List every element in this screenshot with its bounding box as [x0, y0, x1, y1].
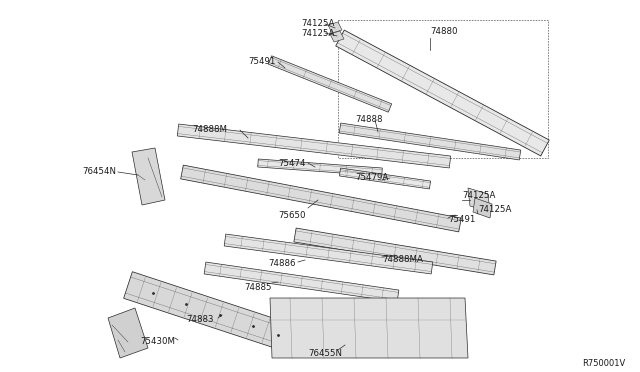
Polygon shape	[339, 123, 521, 160]
Text: 74888M: 74888M	[192, 125, 227, 135]
Text: 74883: 74883	[186, 315, 214, 324]
Text: 74888MA: 74888MA	[382, 256, 423, 264]
Polygon shape	[328, 22, 342, 33]
Text: 74125A: 74125A	[301, 29, 334, 38]
Text: R750001V: R750001V	[582, 359, 625, 369]
Text: 74125A: 74125A	[478, 205, 511, 215]
Text: 74125A: 74125A	[301, 19, 334, 29]
Text: 74888: 74888	[355, 115, 383, 125]
Polygon shape	[204, 262, 399, 302]
Text: 75474: 75474	[278, 158, 305, 167]
Text: 74880: 74880	[430, 28, 458, 36]
Polygon shape	[339, 168, 431, 189]
Polygon shape	[270, 298, 468, 358]
Text: 76454N: 76454N	[82, 167, 116, 176]
Polygon shape	[268, 56, 392, 112]
Polygon shape	[258, 159, 382, 176]
Polygon shape	[108, 308, 148, 358]
Polygon shape	[336, 30, 549, 156]
Text: 74886: 74886	[268, 260, 296, 269]
Text: 75650: 75650	[278, 212, 305, 221]
Polygon shape	[468, 188, 490, 212]
Polygon shape	[124, 272, 300, 353]
Text: 75491: 75491	[448, 215, 476, 224]
Polygon shape	[132, 148, 165, 205]
Polygon shape	[330, 31, 344, 42]
Text: 76455N: 76455N	[308, 350, 342, 359]
Polygon shape	[180, 165, 461, 232]
Polygon shape	[473, 198, 492, 218]
Text: 75491: 75491	[248, 58, 275, 67]
Polygon shape	[177, 124, 451, 168]
Text: 74125A: 74125A	[462, 192, 495, 201]
Text: 75479A: 75479A	[355, 173, 388, 183]
Text: 75430M: 75430M	[140, 337, 175, 346]
Polygon shape	[294, 228, 496, 275]
Text: 74885: 74885	[244, 282, 271, 292]
Polygon shape	[224, 234, 433, 274]
